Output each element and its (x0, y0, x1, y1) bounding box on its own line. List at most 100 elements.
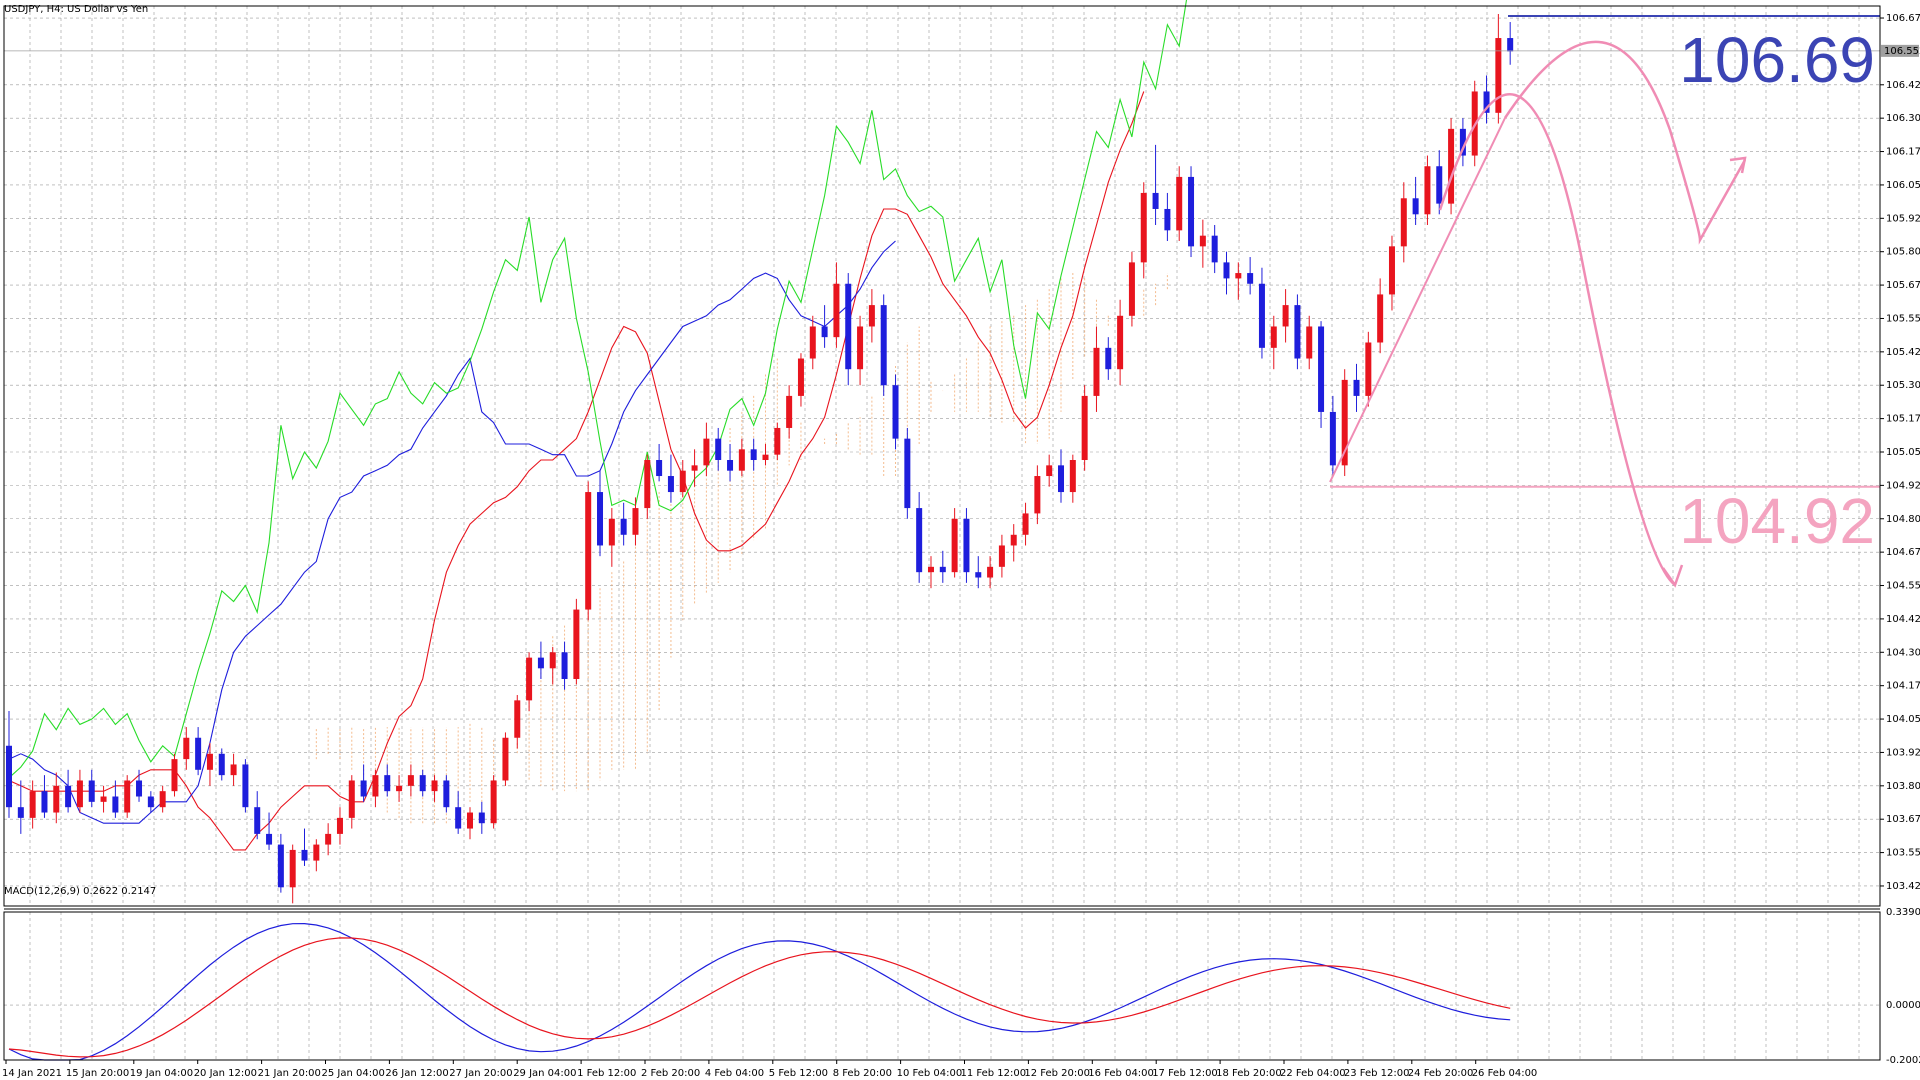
macd-tick-label: 0.3390 (1886, 907, 1920, 918)
time-tick-label: 26 Feb 04:00 (1472, 1068, 1538, 1079)
candle-body (715, 438, 722, 461)
candle-body (1046, 465, 1053, 477)
arrowhead (1661, 564, 1684, 588)
time-tick-label: 2 Feb 20:00 (641, 1068, 700, 1079)
candle-body (667, 476, 674, 493)
candle-body (1081, 395, 1088, 461)
price-tick-label: 104.675 (1886, 547, 1920, 558)
candle-body (833, 283, 840, 338)
candle-body (845, 283, 852, 370)
time-tick-label: 14 Jan 2021 (2, 1068, 62, 1079)
grid (4, 6, 1880, 1060)
high-price-label: 106.69 (1679, 24, 1875, 96)
candle-body (691, 465, 698, 471)
candle-body (1412, 198, 1419, 215)
time-tick-label: 27 Jan 20:00 (449, 1068, 512, 1079)
candle-body (407, 775, 414, 786)
candle-body (419, 775, 426, 792)
price-tick-label: 103.800 (1886, 781, 1920, 792)
candle-body (620, 518, 627, 535)
candle-body (1377, 294, 1384, 343)
candle-body (1105, 347, 1112, 370)
time-tick-label: 1 Feb 12:00 (577, 1068, 636, 1079)
candle-body (1459, 128, 1466, 156)
candle-body (1022, 513, 1029, 535)
price-tick-label: 105.925 (1886, 213, 1920, 224)
candle-body (1353, 379, 1360, 396)
candle-body (561, 652, 568, 679)
time-tick-label: 23 Feb 12:00 (1344, 1068, 1410, 1079)
candle-body (431, 780, 438, 792)
time-tick-label: 26 Jan 12:00 (385, 1068, 448, 1079)
time-tick-label: 22 Feb 04:00 (1280, 1068, 1346, 1079)
candle-body (1306, 326, 1313, 359)
arrowhead (1729, 156, 1747, 174)
time-tick-label: 19 Jan 04:00 (130, 1068, 193, 1079)
candle-body (951, 518, 958, 573)
main-plot-border (3, 5, 1881, 907)
chikou-span-line (8, 0, 1188, 779)
price-tick-label: 106.050 (1886, 180, 1920, 191)
candle-body (502, 737, 509, 781)
time-tick-label: 18 Feb 20:00 (1216, 1068, 1282, 1079)
candle-body (774, 427, 781, 455)
time-tick-label: 16 Feb 04:00 (1088, 1068, 1154, 1079)
candle-body (301, 849, 308, 861)
candle-body (786, 395, 793, 428)
candle-body (1093, 347, 1100, 396)
macd-plot-border (3, 911, 1881, 1061)
candle-body (727, 460, 734, 471)
candle-body (750, 449, 757, 461)
candle-body (975, 572, 982, 578)
price-tick-label: 105.300 (1886, 380, 1920, 391)
candle-body (1164, 208, 1171, 231)
candle-body (1424, 166, 1431, 215)
candle-body (514, 700, 521, 738)
kijun-sen-line (8, 240, 896, 824)
candle-body (656, 460, 663, 477)
candle-body (254, 807, 261, 834)
tenkan-sen-line (8, 91, 1145, 851)
projection-down-arrow (1438, 93, 1676, 587)
price-tick-label: 105.550 (1886, 313, 1920, 324)
candle-body (136, 780, 143, 797)
candle-body (1069, 460, 1076, 493)
candle-body (762, 454, 769, 461)
candle-body (17, 807, 24, 818)
price-tick-label: 104.550 (1886, 581, 1920, 592)
candle-body (1294, 305, 1301, 359)
price-tick-label: 106.425 (1886, 80, 1920, 91)
candle-body (171, 759, 178, 792)
candle-body (549, 652, 556, 669)
indicator-lines (8, 0, 1188, 851)
chart-title: USDJPY, H4: US Dollar vs Yen (4, 4, 148, 15)
price-tick-label: 103.550 (1886, 848, 1920, 859)
candle-body (53, 785, 60, 813)
candle-body (147, 796, 154, 808)
price-tick-label: 105.800 (1886, 247, 1920, 258)
price-tick-label: 104.800 (1886, 514, 1920, 525)
price-tick-label: 104.050 (1886, 714, 1920, 725)
candle-body (1318, 326, 1325, 412)
candle-body (289, 849, 296, 888)
candle-body (230, 764, 237, 776)
candle-body (1365, 342, 1372, 396)
candle-body (1247, 273, 1254, 284)
candle-body (348, 780, 355, 818)
candle-body (65, 785, 72, 808)
candle-body (1329, 411, 1336, 466)
candle-body (821, 326, 828, 338)
candle-body (1223, 262, 1230, 279)
candle-body (1010, 534, 1017, 546)
time-tick-label: 8 Feb 20:00 (833, 1068, 892, 1079)
candle-body (1448, 128, 1455, 204)
candle-body (927, 566, 934, 573)
candle-body (679, 470, 686, 493)
current-price-box (1881, 44, 1919, 57)
time-tick-label: 20 Jan 12:00 (194, 1068, 257, 1079)
candle-body (242, 764, 249, 808)
candle-body (1128, 262, 1135, 316)
candle-body (1058, 465, 1065, 493)
